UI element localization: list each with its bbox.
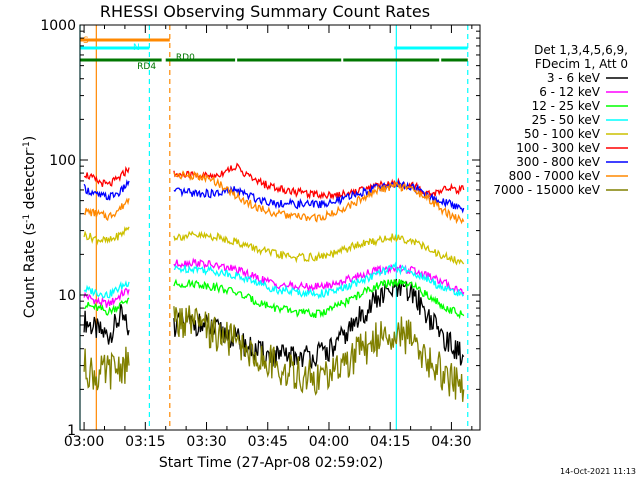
y-tick-label: 10: [58, 288, 76, 304]
x-tick-label: 04:15: [370, 434, 410, 450]
legend-header: Det 1,3,4,5,6,9,: [534, 43, 628, 57]
y-tick-label: 1000: [40, 18, 76, 34]
x-tick-label: 03:00: [64, 434, 104, 450]
series-line: [173, 278, 465, 370]
x-axis-label: Start Time (27-Apr-08 02:59:02): [159, 455, 383, 471]
y-tick-label: 100: [49, 153, 76, 169]
series-line: [84, 297, 130, 316]
series-line: [173, 261, 465, 300]
y-axis-label: Count Rate (s-1 detector-1): [22, 136, 38, 318]
legend: Det 1,3,4,5,6,9,FDecim 1, Att 03 - 6 keV…: [493, 43, 628, 197]
x-axis: 03:00 03:15 03:30 03:45 04:00 04:15 04:30: [64, 25, 473, 450]
x-tick-label: 03:30: [186, 434, 226, 450]
series-line: [83, 304, 130, 345]
plot-frame: [79, 24, 481, 431]
series-line: [173, 305, 465, 402]
series-8: [83, 305, 465, 402]
legend-entry-label: 25 - 50 keV: [532, 113, 601, 127]
series-line: [173, 162, 465, 201]
y-axis: 1 10 100 1000: [40, 18, 480, 439]
series-line: [173, 278, 465, 320]
series-line: [83, 226, 130, 246]
plot-area: S N RD4 RD0: [79, 25, 469, 430]
legend-entry-label: 6 - 12 keV: [539, 85, 601, 99]
legend-entry-label: 100 - 300 keV: [516, 141, 600, 155]
y-tick-label: 1: [67, 423, 76, 439]
series-7: [83, 170, 465, 225]
series-4: [83, 226, 465, 266]
series-line: [83, 179, 130, 201]
chart-title: RHESSI Observing Summary Count Rates: [100, 2, 430, 21]
series-line: [83, 287, 130, 308]
series-2: [84, 278, 465, 320]
series-line: [83, 280, 130, 299]
state-bar-label: RD4: [137, 62, 156, 72]
series-line: [83, 197, 130, 222]
series-line: [83, 346, 130, 391]
legend-entry-label: 300 - 800 keV: [516, 155, 600, 169]
series-1: [83, 257, 465, 308]
series-line: [173, 170, 465, 225]
legend-entry-label: 3 - 6 keV: [547, 71, 601, 85]
x-tick-label: 03:15: [125, 434, 165, 450]
x-tick-label: 04:30: [431, 434, 471, 450]
series-line: [173, 257, 465, 296]
legend-header: FDecim 1, Att 0: [535, 57, 628, 71]
state-bar-label: N: [133, 43, 140, 53]
legend-entry-label: 50 - 100 keV: [524, 127, 601, 141]
legend-entry-label: 800 - 7000 keV: [509, 169, 601, 183]
x-tick-label: 04:00: [309, 434, 349, 450]
legend-entry-label: 7000 - 15000 keV: [493, 183, 600, 197]
series-5: [83, 162, 465, 201]
x-tick-label: 03:45: [248, 434, 288, 450]
state-bar-label: S: [83, 36, 89, 46]
state-bar-label: RD0: [176, 53, 195, 63]
legend-entry-label: 12 - 25 keV: [532, 99, 601, 113]
series-line: [83, 165, 130, 187]
series-3: [83, 261, 465, 300]
footer-date: 14-Oct-2021 11:13: [560, 467, 636, 476]
series-line: [173, 230, 465, 266]
